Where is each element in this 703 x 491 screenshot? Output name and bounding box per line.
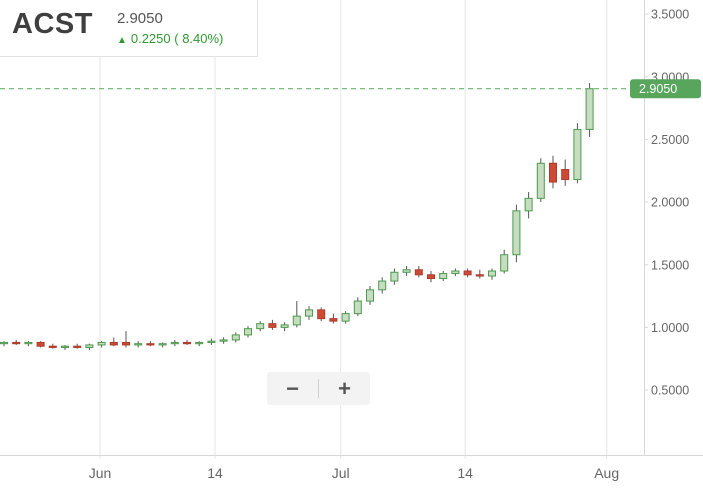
price-change-row: ▲ 0.2250 ( 8.40%) [117,31,223,46]
candle-body [305,309,313,317]
candle-body [549,162,557,183]
candle-body [402,269,411,273]
candle-body [439,273,448,280]
candle-body [378,280,387,291]
candle-body [219,339,228,342]
candle-body [146,343,155,346]
quote-details: 2.9050 ▲ 0.2250 ( 8.40%) [93,0,223,46]
candle-body [170,341,179,345]
x-axis-label: 14 [207,465,223,481]
candle-body [158,343,167,346]
candle-body [48,345,57,348]
y-axis-label: 1.5000 [651,258,689,272]
candle-body [317,309,326,320]
candle-body [390,271,399,282]
zoom-controls: − + [267,372,370,405]
y-axis-label: 1.0000 [651,321,689,335]
price-change-pct: ( 8.40%) [174,31,224,46]
last-price-tag-label: 2.9050 [639,82,677,96]
candle-body [488,270,496,277]
candle-body [463,270,472,276]
candle-body [24,341,33,345]
candle-body [36,341,45,347]
price-change: 0.2250 [130,31,171,46]
zoom-divider [318,379,319,398]
y-axis-label: 2.0000 [651,196,689,210]
candle-body [280,324,289,328]
up-arrow-icon: ▲ [116,35,127,46]
candle-body [256,323,265,330]
candle-body [475,274,484,277]
candle-body [73,345,82,348]
y-axis-label: 2.5000 [651,133,689,147]
candle-body [122,341,130,346]
candle-body [61,345,69,348]
candle-body [268,323,277,328]
candle-body [427,274,435,280]
x-axis-label: Jun [89,465,112,481]
candle-body [341,313,350,322]
y-axis-label: 0.5000 [651,384,689,398]
x-axis-label: Aug [594,465,619,481]
x-axis-label: 14 [457,465,473,481]
candle-body [329,318,338,322]
candle-body [109,341,118,346]
candle-body [366,289,374,302]
candle-body [85,344,94,348]
candle-body [195,341,204,345]
candle-body [0,341,8,345]
candle-body [12,341,21,345]
candle-body [207,340,216,343]
candle-body [451,270,460,275]
candle-body [524,197,533,212]
candle-body [231,334,240,341]
candle-body [97,341,106,346]
last-price-tag [630,79,701,99]
candle-body [500,254,509,272]
candle-body [244,328,252,336]
candle-body [353,300,362,315]
candle-body [134,343,143,346]
x-axis-label: Jul [332,465,350,481]
zoom-in-button[interactable]: + [319,372,370,405]
candle-body [561,169,570,181]
candle-body [292,315,301,326]
candle-body [536,162,545,199]
quote-panel: ACST 2.9050 ▲ 0.2250 ( 8.40%) [0,0,258,57]
y-axis-label: 3.5000 [651,8,689,22]
candle-body [512,210,521,256]
candle-body [573,128,582,181]
candle-body [585,88,594,130]
candle-body [183,341,191,345]
candle-body [414,269,423,276]
last-price: 2.9050 [116,10,163,27]
zoom-out-button[interactable]: − [267,372,318,405]
symbol: ACST [12,8,93,40]
